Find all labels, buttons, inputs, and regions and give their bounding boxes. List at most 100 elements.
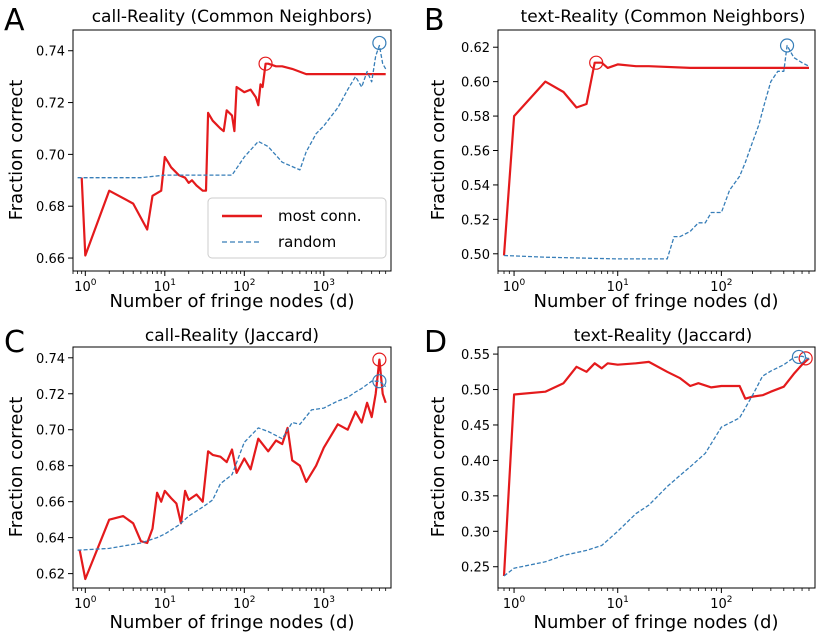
panel-title: call-Reality (Common Neighbors) <box>92 7 373 27</box>
y-tick-label: 0.66 <box>36 496 65 511</box>
y-tick-label: 0.50 <box>461 248 490 263</box>
x-tick-base: 10 <box>74 280 91 295</box>
x-tick-label: 102 <box>710 595 732 612</box>
y-tick-label: 0.62 <box>36 568 65 583</box>
series-random-line <box>77 44 387 179</box>
peak-marker-random <box>372 35 387 51</box>
y-tick-label: 0.68 <box>36 460 65 475</box>
x-tick-label: 102 <box>233 595 255 612</box>
x-tick-label: 103 <box>313 278 335 295</box>
x-tick-base: 10 <box>154 280 171 295</box>
y-tick-label: 0.50 <box>461 384 490 399</box>
y-tick-label: 0.45 <box>461 419 490 434</box>
y-tick-label: 0.72 <box>36 388 65 403</box>
y-tick-label: 0.35 <box>461 490 490 505</box>
y-tick-label: 0.70 <box>36 148 65 163</box>
y-tick-label: 0.56 <box>461 145 490 160</box>
x-tick-label: 101 <box>154 278 176 295</box>
peak-marker-random <box>791 349 807 365</box>
y-tick-label: 0.74 <box>36 45 65 60</box>
x-tick-label: 100 <box>503 595 526 612</box>
panel-letter: A <box>4 3 25 38</box>
x-tick-label: 102 <box>710 278 732 295</box>
peak-marker-most-conn <box>258 56 273 71</box>
x-tick-base: 10 <box>233 597 250 612</box>
series-most-conn-line <box>78 358 387 581</box>
x-tick-base: 10 <box>313 280 330 295</box>
x-axis-label: Number of fringe nodes (d) <box>534 291 779 312</box>
y-tick-label: 0.52 <box>461 213 490 228</box>
x-tick-exponent: 1 <box>623 595 629 605</box>
peak-marker-random <box>372 374 387 389</box>
peak-marker-most-conn <box>372 352 387 367</box>
x-tick-label: 101 <box>607 278 629 295</box>
x-tick-exponent: 2 <box>250 595 256 605</box>
marks-layer <box>502 38 810 260</box>
peak-marker-most-conn <box>589 55 604 70</box>
y-axis-label: Fraction correct <box>6 397 27 538</box>
x-tick-base: 10 <box>233 280 250 295</box>
x-tick-label: 103 <box>313 595 335 612</box>
marks-layer <box>77 35 387 257</box>
x-axis-label: Number of fringe nodes (d) <box>110 291 355 312</box>
series-random-line <box>77 380 387 551</box>
panel-c: C call-Reality (Jaccard) Number of fring… <box>4 325 392 633</box>
x-axis-label: Number of fringe nodes (d) <box>534 612 779 633</box>
x-tick-label: 100 <box>503 278 526 295</box>
y-tick-label: 0.74 <box>36 352 65 367</box>
x-tick-label: 101 <box>154 595 176 612</box>
marks-layer <box>502 349 813 577</box>
y-tick-label: 0.25 <box>461 561 490 576</box>
legend-label-random: random <box>278 233 336 251</box>
y-tick-label: 0.70 <box>36 424 65 439</box>
x-tick-base: 10 <box>710 280 727 295</box>
x-tick-exponent: 2 <box>727 595 733 605</box>
y-tick-label: 0.58 <box>461 110 490 125</box>
legend-label-most-conn: most conn. <box>278 207 361 225</box>
marks-layer <box>77 352 387 581</box>
y-tick-label: 0.40 <box>461 454 490 469</box>
x-tick-base: 10 <box>503 280 520 295</box>
y-tick-label: 0.62 <box>461 41 490 56</box>
panel-title: call-Reality (Jaccard) <box>145 326 319 346</box>
x-tick-base: 10 <box>607 597 624 612</box>
x-tick-exponent: 2 <box>250 278 256 288</box>
peak-marker-random <box>779 38 795 53</box>
y-tick-label: 0.30 <box>461 525 490 540</box>
panel-title: text-Reality (Jaccard) <box>574 326 752 346</box>
y-tick-label: 0.54 <box>461 179 490 194</box>
panel-d: D text-Reality (Jaccard) Number of fring… <box>424 325 816 633</box>
x-tick-exponent: 0 <box>519 595 525 605</box>
plot-frame <box>72 346 392 589</box>
x-tick-exponent: 0 <box>519 278 525 288</box>
series-random-line <box>503 44 810 260</box>
y-axis-label: Fraction correct <box>428 397 449 538</box>
x-tick-label: 100 <box>74 278 97 295</box>
panel-letter: D <box>424 325 447 360</box>
x-tick-base: 10 <box>503 597 520 612</box>
series-random-line <box>503 355 810 577</box>
y-axis-label: Fraction correct <box>428 80 449 221</box>
x-tick-exponent: 1 <box>170 278 176 288</box>
legend-frame <box>207 197 387 259</box>
peak-marker-most-conn <box>798 351 813 366</box>
panel-b: B text-Reality (Common Neighbors) Number… <box>424 3 816 312</box>
panel-title: text-Reality (Common Neighbors) <box>521 7 806 27</box>
x-tick-exponent: 2 <box>727 278 733 288</box>
x-tick-label: 102 <box>233 278 255 295</box>
x-tick-base: 10 <box>710 597 727 612</box>
plot-frame <box>497 346 816 589</box>
panel-letter: B <box>424 3 445 38</box>
panel-letter: C <box>4 325 25 360</box>
series-most-conn-line <box>502 61 809 256</box>
y-tick-label: 0.68 <box>36 200 65 215</box>
x-tick-base: 10 <box>313 597 330 612</box>
x-tick-base: 10 <box>74 597 91 612</box>
x-tick-exponent: 1 <box>623 278 629 288</box>
x-tick-base: 10 <box>607 280 624 295</box>
panel-a: A call-Reality (Common Neighbors) Number… <box>4 3 392 312</box>
x-tick-exponent: 1 <box>170 595 176 605</box>
